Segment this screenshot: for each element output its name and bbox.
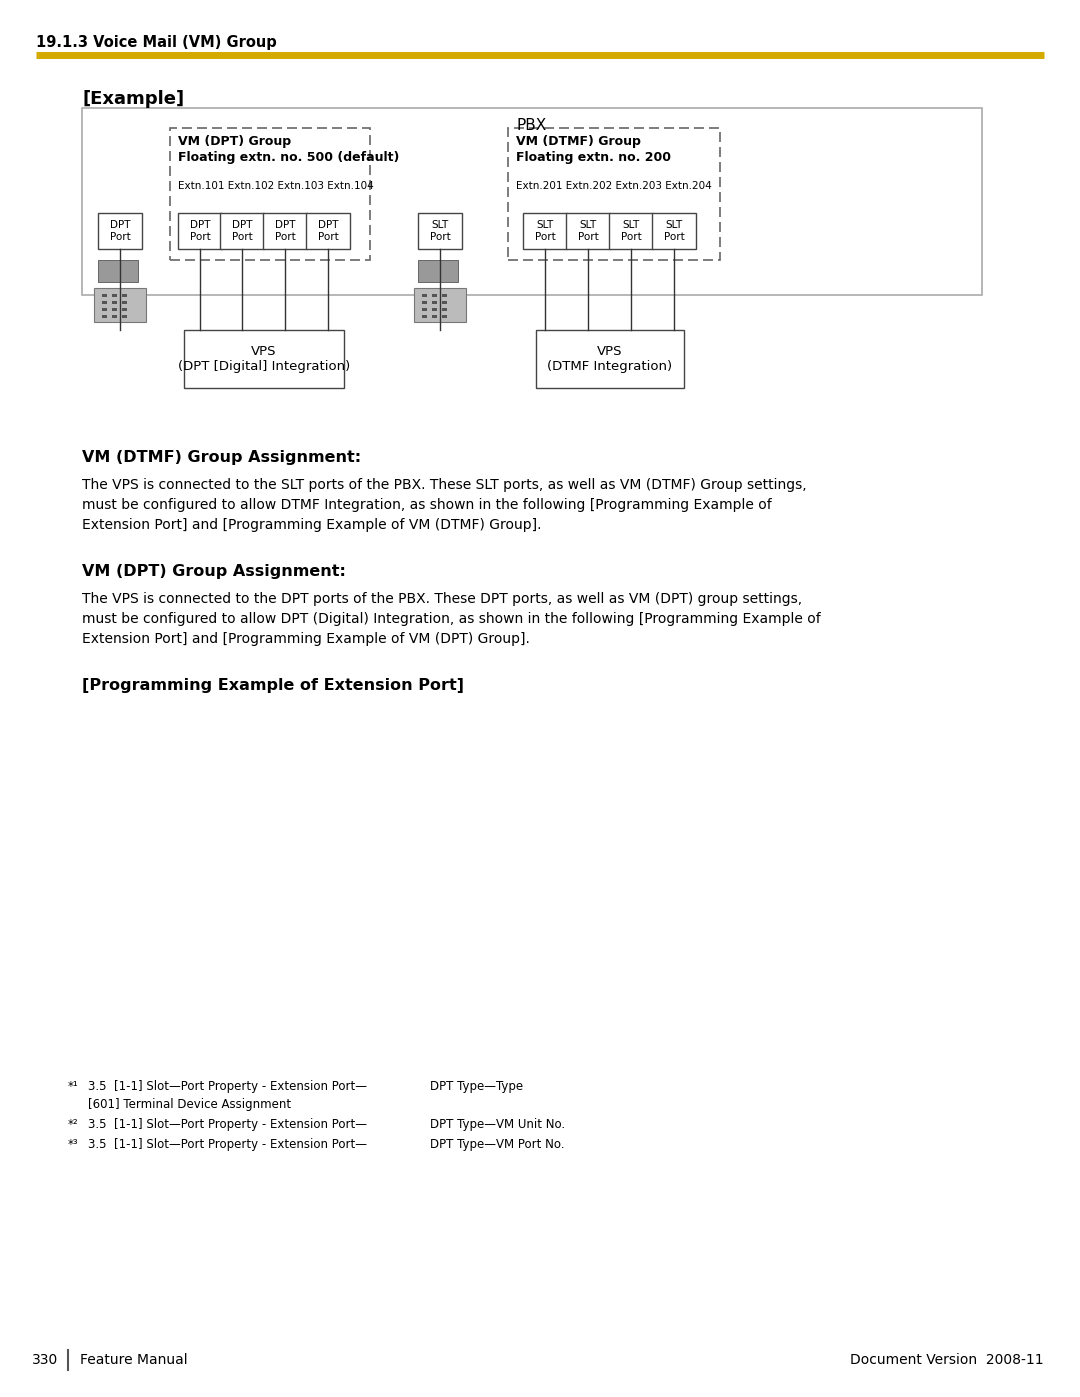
- Bar: [102, 293, 107, 298]
- Bar: [102, 300, 107, 305]
- Bar: [566, 212, 610, 249]
- Bar: [442, 300, 447, 305]
- Bar: [432, 293, 437, 298]
- Text: VPS
(DPT [Digital] Integration): VPS (DPT [Digital] Integration): [178, 345, 350, 373]
- Text: SLT
Port: SLT Port: [578, 221, 598, 242]
- Bar: [220, 212, 264, 249]
- Text: *¹: *¹: [68, 1080, 79, 1092]
- Bar: [422, 307, 427, 312]
- Bar: [82, 108, 982, 295]
- Bar: [523, 212, 567, 249]
- Bar: [98, 260, 138, 282]
- Text: DPT
Port: DPT Port: [231, 221, 253, 242]
- Bar: [184, 330, 345, 388]
- Text: [601] Terminal Device Assignment: [601] Terminal Device Assignment: [87, 1098, 292, 1111]
- Bar: [306, 212, 350, 249]
- Bar: [652, 212, 696, 249]
- Text: *³: *³: [68, 1139, 79, 1151]
- Text: [Example]: [Example]: [82, 89, 184, 108]
- Bar: [178, 212, 222, 249]
- Text: DPT
Port: DPT Port: [274, 221, 295, 242]
- Text: *²: *²: [68, 1118, 79, 1132]
- Bar: [264, 212, 307, 249]
- Bar: [102, 314, 107, 319]
- Bar: [508, 129, 720, 260]
- Text: 330: 330: [31, 1354, 58, 1368]
- Bar: [414, 288, 465, 321]
- Text: Extn.201 Extn.202 Extn.203 Extn.204: Extn.201 Extn.202 Extn.203 Extn.204: [516, 182, 712, 191]
- Bar: [98, 212, 141, 249]
- Bar: [122, 307, 127, 312]
- Bar: [422, 314, 427, 319]
- Bar: [442, 314, 447, 319]
- Bar: [112, 293, 117, 298]
- Text: SLT
Port: SLT Port: [663, 221, 685, 242]
- Text: 19.1.3 Voice Mail (VM) Group: 19.1.3 Voice Mail (VM) Group: [36, 35, 276, 49]
- Text: PBX: PBX: [517, 119, 548, 134]
- Text: SLT
Port: SLT Port: [621, 221, 642, 242]
- Text: Extension Port] and [Programming Example of VM (DPT) Group].: Extension Port] and [Programming Example…: [82, 631, 530, 645]
- Text: DPT Type—VM Unit No.: DPT Type—VM Unit No.: [430, 1118, 565, 1132]
- Text: DPT
Port: DPT Port: [318, 221, 338, 242]
- Bar: [442, 307, 447, 312]
- Bar: [432, 314, 437, 319]
- Bar: [122, 314, 127, 319]
- Bar: [112, 300, 117, 305]
- Text: VM (DPT) Group: VM (DPT) Group: [178, 136, 292, 148]
- Text: DPT Type—Type: DPT Type—Type: [430, 1080, 523, 1092]
- Text: Floating extn. no. 500 (default): Floating extn. no. 500 (default): [178, 151, 400, 163]
- Bar: [609, 212, 653, 249]
- Text: [Programming Example of Extension Port]: [Programming Example of Extension Port]: [82, 678, 464, 693]
- Text: must be configured to allow DTMF Integration, as shown in the following [Program: must be configured to allow DTMF Integra…: [82, 497, 772, 511]
- Bar: [122, 300, 127, 305]
- Text: Extn.101 Extn.102 Extn.103 Extn.104: Extn.101 Extn.102 Extn.103 Extn.104: [178, 182, 374, 191]
- Text: 3.5  [1-1] Slot—Port Property - Extension Port—: 3.5 [1-1] Slot—Port Property - Extension…: [87, 1118, 367, 1132]
- Bar: [432, 307, 437, 312]
- Text: 3.5  [1-1] Slot—Port Property - Extension Port—: 3.5 [1-1] Slot—Port Property - Extension…: [87, 1080, 367, 1092]
- Bar: [536, 330, 684, 388]
- Bar: [170, 129, 370, 260]
- Text: VM (DTMF) Group Assignment:: VM (DTMF) Group Assignment:: [82, 450, 361, 465]
- Text: VPS
(DTMF Integration): VPS (DTMF Integration): [546, 345, 672, 373]
- Bar: [422, 293, 427, 298]
- Bar: [112, 314, 117, 319]
- Text: The VPS is connected to the DPT ports of the PBX. These DPT ports, as well as VM: The VPS is connected to the DPT ports of…: [82, 592, 802, 606]
- Text: DPT Type—VM Port No.: DPT Type—VM Port No.: [430, 1139, 565, 1151]
- Text: VM (DPT) Group Assignment:: VM (DPT) Group Assignment:: [82, 564, 346, 578]
- Text: The VPS is connected to the SLT ports of the PBX. These SLT ports, as well as VM: The VPS is connected to the SLT ports of…: [82, 478, 807, 492]
- Bar: [418, 212, 462, 249]
- Text: must be configured to allow DPT (Digital) Integration, as shown in the following: must be configured to allow DPT (Digital…: [82, 612, 821, 626]
- Text: Document Version  2008-11: Document Version 2008-11: [850, 1354, 1044, 1368]
- Bar: [122, 293, 127, 298]
- Bar: [112, 307, 117, 312]
- Text: Feature Manual: Feature Manual: [80, 1354, 188, 1368]
- Text: DPT
Port: DPT Port: [110, 221, 131, 242]
- Bar: [418, 260, 458, 282]
- Text: SLT
Port: SLT Port: [430, 221, 450, 242]
- Text: Floating extn. no. 200: Floating extn. no. 200: [516, 151, 671, 163]
- Text: 3.5  [1-1] Slot—Port Property - Extension Port—: 3.5 [1-1] Slot—Port Property - Extension…: [87, 1139, 367, 1151]
- Bar: [442, 293, 447, 298]
- Bar: [422, 300, 427, 305]
- Text: Extension Port] and [Programming Example of VM (DTMF) Group].: Extension Port] and [Programming Example…: [82, 518, 541, 532]
- Text: DPT
Port: DPT Port: [190, 221, 211, 242]
- Bar: [94, 288, 146, 321]
- Bar: [432, 300, 437, 305]
- Bar: [102, 307, 107, 312]
- Text: VM (DTMF) Group: VM (DTMF) Group: [516, 136, 640, 148]
- Text: SLT
Port: SLT Port: [535, 221, 555, 242]
